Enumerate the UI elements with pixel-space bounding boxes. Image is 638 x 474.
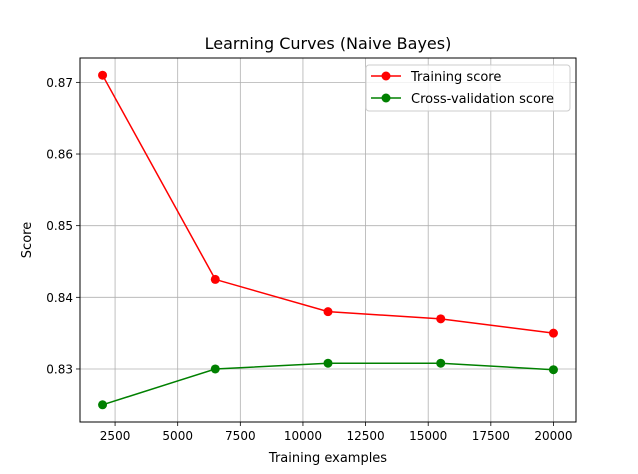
x-tick-label: 20000 [534,429,572,443]
x-tick-label: 15000 [409,429,447,443]
data-point-cv [98,400,108,410]
y-axis-label: Score [20,222,35,258]
data-point-cv [210,364,220,374]
plot-frame [79,57,577,423]
y-tick-label: 0.87 [46,76,73,90]
legend-marker-cv [381,93,391,103]
y-axis: 0.83 0.84 0.85 0.86 0.87 [46,76,80,376]
legend: Training score Cross-validation score [365,64,571,112]
x-tick-label: 2500 [100,429,131,443]
x-tick-label: 10000 [284,429,322,443]
x-tick-label: 12500 [346,429,384,443]
legend-label-training: Training score [410,70,501,85]
chart-title: Learning Curves (Naive Bayes) [205,34,452,53]
y-tick-label: 0.86 [46,148,73,162]
x-tick-label: 17500 [472,429,510,443]
x-tick-label: 5000 [162,429,193,443]
x-axis: 2500 5000 7500 10000 12500 15000 17500 20000 [100,422,573,443]
series-layer [98,70,558,410]
data-point-training [548,328,558,338]
legend-marker-training [381,71,391,81]
data-point-training [323,307,333,317]
y-tick-label: 0.83 [46,362,73,376]
data-point-training [436,314,446,324]
legend-label-cv: Cross-validation score [411,92,554,107]
x-tick-label: 7500 [225,429,256,443]
data-point-cv [548,365,558,375]
x-axis-label: Training examples [268,451,387,466]
data-point-cv [436,358,446,368]
data-point-cv [323,358,333,368]
y-tick-label: 0.85 [46,219,73,233]
legend-box [365,64,571,112]
data-point-training [210,274,220,284]
data-point-training [98,70,108,80]
grid-lines [80,58,576,422]
y-tick-label: 0.84 [46,291,73,305]
